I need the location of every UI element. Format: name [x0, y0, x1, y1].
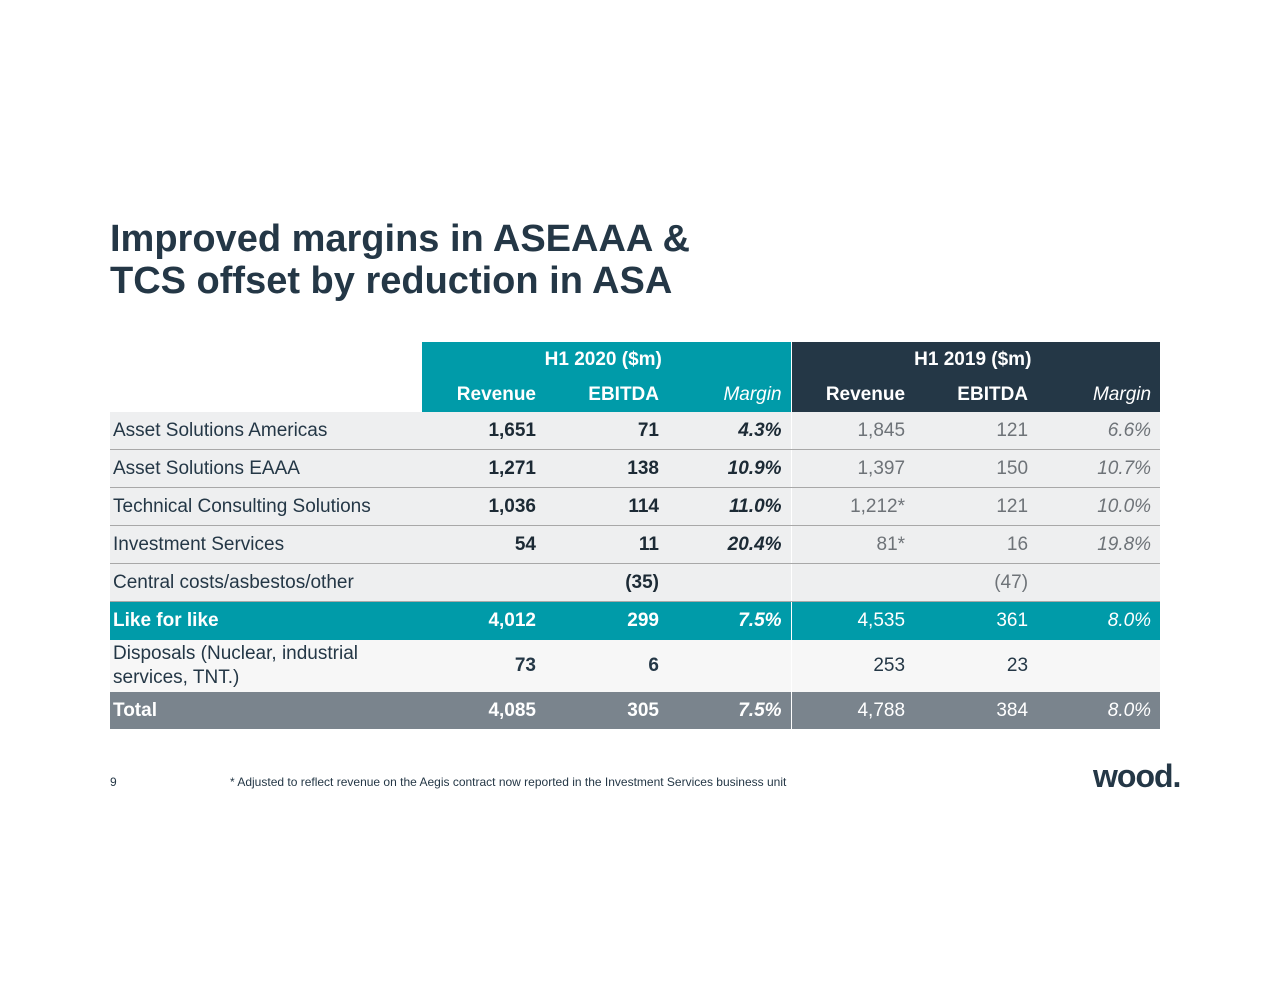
row-label: Disposals (Nuclear, industrial services,… [110, 640, 422, 692]
cell: 1,651 [422, 412, 545, 450]
row-label: Total [110, 692, 422, 729]
table-row: Central costs/asbestos/other (35) (47) [110, 563, 1161, 602]
cell: 1,212* [791, 487, 915, 526]
table-row: Asset Solutions Americas 1,651 71 4.3% 1,845… [110, 412, 1161, 450]
group-header-row: H1 2020 ($m) H1 2019 ($m) [110, 342, 1161, 378]
cell: 10.0% [1037, 487, 1161, 526]
table-row: Technical Consulting Solutions 1,036 114 11… [110, 487, 1161, 526]
cell [1037, 563, 1161, 602]
cell [668, 640, 792, 692]
cell: 253 [791, 640, 915, 692]
slide-title: Improved margins in ASEAAA & TCS offset b… [110, 218, 690, 302]
cell: 23 [914, 640, 1038, 692]
cell: 1,845 [791, 412, 915, 450]
cell: 8.0% [1037, 692, 1161, 729]
cell: 16 [914, 525, 1038, 564]
cell: (35) [545, 563, 668, 602]
cell: 114 [545, 487, 668, 526]
cell: 7.5% [668, 601, 792, 640]
table-row: Investment Services 54 11 20.4% 81* 16 19.8% [110, 525, 1161, 564]
footnote: * Adjusted to reflect revenue on the Aeg… [230, 775, 787, 789]
cell: 19.8% [1037, 525, 1161, 564]
col-margin-2019: Margin [1037, 378, 1161, 412]
empty-cell [110, 378, 422, 412]
column-header-row: Revenue EBITDA Margin Revenue EBITDA Mar… [110, 378, 1161, 412]
cell: 8.0% [1037, 601, 1161, 640]
disposals-row: Disposals (Nuclear, industrial services,… [110, 640, 1161, 692]
page-number: 9 [110, 775, 117, 789]
cell: 6.6% [1037, 412, 1161, 450]
financial-table: H1 2020 ($m) H1 2019 ($m) Revenue EBITDA… [110, 342, 1161, 729]
cell: 1,271 [422, 449, 545, 488]
row-label: Central costs/asbestos/other [110, 563, 422, 602]
cell: 71 [545, 412, 668, 450]
cell: 11 [545, 525, 668, 564]
like-for-like-row: Like for like 4,012 299 7.5% 4,535 361 8… [110, 601, 1161, 640]
cell: 10.7% [1037, 449, 1161, 488]
cell: 1,036 [422, 487, 545, 526]
cell: 1,397 [791, 449, 915, 488]
cell: 4,012 [422, 601, 545, 640]
row-label: Asset Solutions EAAA [110, 449, 422, 488]
cell: 4.3% [668, 412, 792, 450]
cell: 6 [545, 640, 668, 692]
title-line-1: Improved margins in ASEAAA & [110, 218, 690, 260]
cell: 384 [914, 692, 1038, 729]
cell: 4,535 [791, 601, 915, 640]
cell: 81* [791, 525, 915, 564]
cell: 7.5% [668, 692, 792, 729]
cell: 121 [914, 412, 1038, 450]
cell: 11.0% [668, 487, 792, 526]
title-line-2: TCS offset by reduction in ASA [110, 260, 673, 302]
row-label: Technical Consulting Solutions [110, 487, 422, 526]
cell: 150 [914, 449, 1038, 488]
h1-2020-header: H1 2020 ($m) [422, 342, 792, 378]
cell: 20.4% [668, 525, 792, 564]
cell [422, 563, 545, 602]
row-label: Like for like [110, 601, 422, 640]
cell: 73 [422, 640, 545, 692]
row-label: Investment Services [110, 525, 422, 564]
col-revenue-2019: Revenue [791, 378, 915, 412]
table-row: Asset Solutions EAAA 1,271 138 10.9% 1,397 15… [110, 449, 1161, 488]
wood-logo: wood. [1093, 758, 1181, 794]
cell: 10.9% [668, 449, 792, 488]
cell: 4,085 [422, 692, 545, 729]
row-label: Asset Solutions Americas [110, 412, 422, 450]
cell: 121 [914, 487, 1038, 526]
cell: (47) [914, 563, 1038, 602]
col-revenue-2020: Revenue [422, 378, 545, 412]
cell: 361 [914, 601, 1038, 640]
cell: 54 [422, 525, 545, 564]
col-ebitda-2020: EBITDA [545, 378, 668, 412]
cell: 138 [545, 449, 668, 488]
cell [668, 563, 792, 602]
h1-2019-header: H1 2019 ($m) [791, 342, 1161, 378]
total-row: Total 4,085 305 7.5% 4,788 384 8.0% [110, 692, 1161, 729]
col-ebitda-2019: EBITDA [914, 378, 1038, 412]
col-margin-2020: Margin [668, 378, 792, 412]
empty-cell [110, 342, 422, 378]
cell [1037, 640, 1161, 692]
cell: 299 [545, 601, 668, 640]
cell: 4,788 [791, 692, 915, 729]
cell: 305 [545, 692, 668, 729]
cell [791, 563, 915, 602]
